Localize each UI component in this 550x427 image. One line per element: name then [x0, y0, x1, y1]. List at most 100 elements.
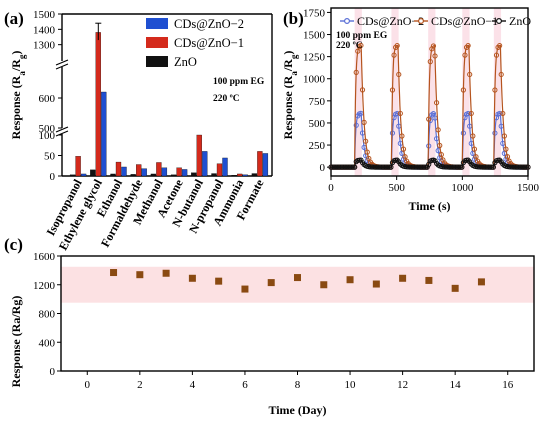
data-point	[432, 53, 438, 59]
data-point	[359, 87, 366, 93]
data-point	[437, 142, 443, 149]
y-tick-label: 500	[39, 123, 56, 135]
data-point	[374, 164, 380, 170]
legend-marker	[496, 18, 503, 25]
data-point	[446, 164, 452, 170]
bar	[196, 134, 202, 177]
data-point	[433, 100, 440, 106]
data-point	[451, 164, 457, 170]
y-tick-label: 1500	[33, 9, 56, 21]
bar	[69, 174, 76, 177]
annotation: 100 ppm EG	[213, 77, 265, 87]
data-point	[421, 164, 427, 170]
y-tick-label: 1400	[33, 24, 56, 36]
data-point	[361, 119, 367, 125]
bar	[202, 151, 208, 177]
data-point	[333, 164, 339, 170]
panel-b-label: (b)	[283, 9, 304, 28]
data-point	[465, 43, 471, 49]
axis-break-gap	[56, 61, 68, 67]
bar	[231, 175, 237, 177]
data-point	[492, 87, 498, 93]
annotation: 220 ºC	[213, 94, 240, 104]
bar	[115, 161, 122, 177]
data-point	[410, 164, 416, 170]
data-point	[386, 164, 392, 170]
bar	[216, 163, 223, 177]
axis-break-gap	[56, 128, 68, 134]
legend-label: CDs@ZnO−1	[174, 36, 244, 50]
bar	[121, 166, 127, 177]
y-tick-label: 50	[44, 151, 56, 163]
bar	[136, 164, 142, 177]
data-point	[342, 164, 348, 170]
data-point	[215, 277, 223, 285]
legend-marker	[418, 18, 425, 25]
data-point	[383, 164, 389, 170]
data-point	[484, 164, 490, 170]
x-tick-label: 0	[328, 182, 334, 194]
data-point	[519, 164, 525, 170]
legend-marker	[344, 18, 351, 25]
data-point	[162, 269, 170, 277]
bar	[110, 173, 116, 177]
bar	[150, 173, 157, 177]
data-point	[378, 164, 385, 170]
data-point	[487, 164, 493, 170]
data-point	[470, 133, 476, 139]
bar	[130, 174, 136, 177]
y-tick-label: 600	[39, 93, 56, 105]
x-tick-label: 16	[502, 379, 514, 391]
y-tick-label: 400	[39, 337, 56, 349]
data-point	[520, 164, 526, 170]
data-point	[449, 164, 455, 170]
data-point	[358, 42, 364, 49]
y-tick-label: 1000	[303, 74, 326, 86]
data-point	[110, 269, 118, 277]
legend-label: ZnO	[509, 14, 531, 28]
exposure-band	[354, 8, 362, 176]
data-point	[353, 122, 359, 128]
data-point	[522, 164, 528, 170]
data-point	[388, 164, 394, 170]
y-tick-label: 100	[39, 130, 56, 142]
x-tick-label: 12	[397, 379, 408, 391]
x-tick-label: 10	[345, 379, 357, 391]
data-point	[408, 164, 414, 170]
data-point	[396, 71, 402, 78]
data-point	[341, 164, 347, 170]
legend-swatch	[146, 18, 168, 29]
axis-break-mark	[55, 59, 69, 66]
data-point	[377, 164, 383, 170]
exposure-band	[428, 8, 436, 176]
bar	[191, 172, 197, 177]
axis-break-mark	[55, 126, 69, 133]
bar	[262, 153, 269, 177]
y-tick-label: 1600	[33, 251, 56, 263]
bar	[170, 174, 177, 177]
data-point	[402, 154, 408, 160]
bar	[251, 173, 258, 177]
bar	[80, 173, 87, 177]
data-point	[514, 164, 520, 170]
data-point	[418, 164, 424, 170]
legend-swatch	[146, 56, 168, 67]
x-tick-label: 1500	[517, 182, 540, 194]
data-point	[492, 130, 498, 136]
x-tick-label: 8	[295, 379, 301, 391]
data-point	[425, 276, 433, 284]
data-point	[385, 164, 391, 170]
y-axis-label: Response (Ra/Rg)	[281, 51, 299, 140]
bar	[161, 167, 168, 177]
data-point	[355, 48, 361, 54]
data-point	[500, 110, 506, 117]
exposure-band	[391, 8, 399, 176]
data-point	[504, 154, 511, 160]
series-line	[331, 44, 529, 168]
data-point	[344, 164, 350, 170]
y-tick-label: 1300	[33, 40, 56, 52]
data-point	[465, 110, 471, 117]
legend-label: CDs@ZnO−2	[357, 14, 424, 28]
data-point	[328, 164, 334, 170]
bar	[141, 168, 147, 177]
